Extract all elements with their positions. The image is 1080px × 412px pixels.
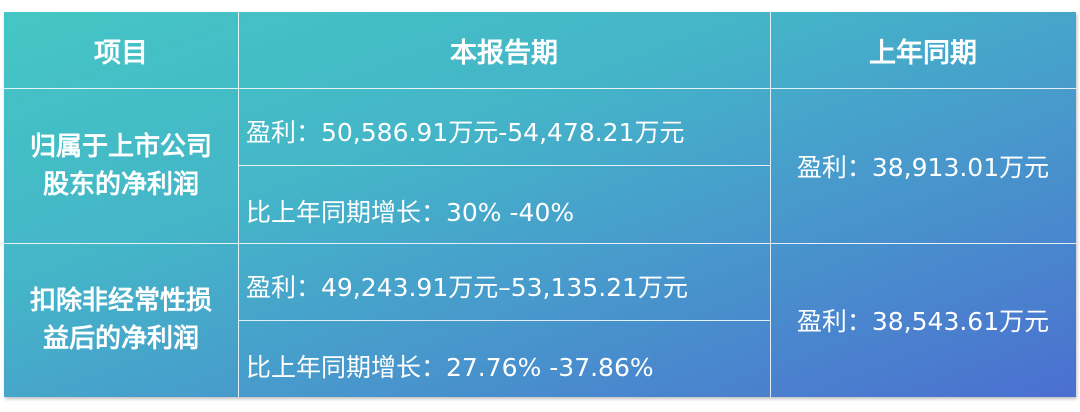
current-growth: 比上年同期增长：27.76% -37.86% xyxy=(246,353,654,382)
previous-profit: 盈利：38,913.01万元 xyxy=(796,152,1050,182)
divider xyxy=(4,243,1076,244)
divider xyxy=(238,320,770,321)
header-item: 项目 xyxy=(94,37,148,69)
row-item-deducted-net-profit: 扣除非经常性损 益后的净利润 xyxy=(4,243,238,397)
current-growth: 比上年同期增长：30% -40% xyxy=(246,197,575,227)
item-line: 归属于上市公司 xyxy=(29,131,212,162)
divider xyxy=(238,165,770,166)
earnings-forecast-table: 项目 本报告期 上年同期 归属于上市公司 股东的净利润 盈利：50,586.91… xyxy=(4,12,1076,397)
divider xyxy=(238,12,239,397)
header-previous-period: 上年同期 xyxy=(869,37,977,69)
header-current-period: 本报告期 xyxy=(450,37,558,69)
divider xyxy=(770,12,771,397)
divider xyxy=(4,88,1076,89)
previous-profit: 盈利：38,543.61万元 xyxy=(796,307,1050,336)
row-item-net-profit: 归属于上市公司 股东的净利润 xyxy=(4,88,238,243)
item-line: 扣除非经常性损 xyxy=(29,286,212,316)
item-line: 股东的净利润 xyxy=(42,169,199,200)
current-profit: 盈利：49,243.91万元–53,135.21万元 xyxy=(246,272,688,302)
current-profit: 盈利：50,586.91万元-54,478.21万元 xyxy=(246,117,685,147)
item-line: 益后的净利润 xyxy=(42,324,199,354)
